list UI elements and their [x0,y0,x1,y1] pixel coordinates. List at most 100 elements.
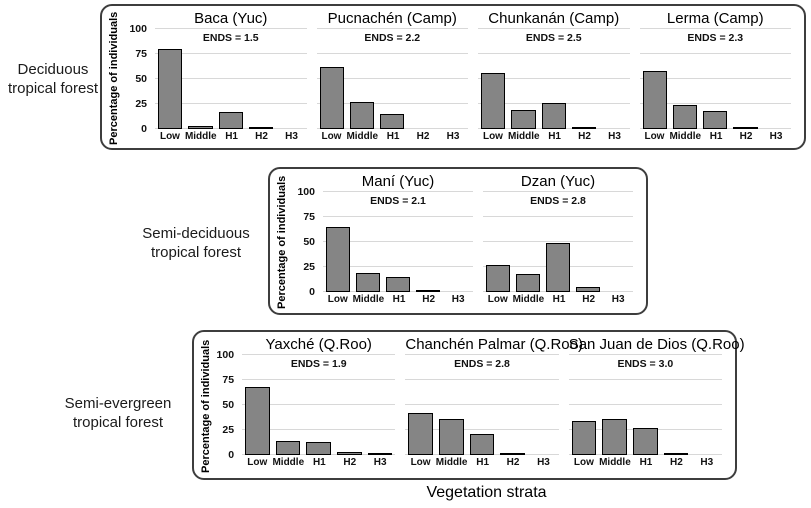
x-axis: Low Middle H1 H2 H3 [640,129,792,144]
x-tick-label: Low [247,457,268,468]
x-axis: Low Middle H1 H2 H3 [483,292,633,307]
bars [478,29,630,129]
y-axis: 0 25 50 75 100 [214,337,237,475]
bar-slot [730,29,760,129]
group-label-semi-evergreen: Semi-evergreen tropical forest [28,394,208,432]
ends-value-label: ENDS = 2.8 [454,358,510,370]
bar-h2 [576,287,600,292]
gridline [639,103,791,104]
bar-slot [334,355,365,455]
group-label-line: Deciduous [17,61,89,78]
bar-slot [569,355,600,455]
x-tick-label: H2 [416,131,430,142]
panels: Yaxché (Q.Roo) ENDS = 1.9 Low Middle H1 H2 H3 C… [237,336,745,475]
plot-area: ENDS = 2.8 [483,191,633,292]
x-tick-label: Middle [272,457,305,468]
x-tick-label: Middle [669,131,702,142]
ends-value-label: ENDS = 2.2 [364,32,421,44]
bar-low [319,67,344,129]
x-tick-label: H1 [552,294,566,305]
x-tick-label: H1 [225,131,238,142]
gridline [242,404,396,405]
gridline [478,78,630,79]
gridline [323,191,473,192]
x-tick-label: Middle [184,131,217,142]
bar-slot [573,192,603,292]
panel-title: Lerma (Camp) [666,10,764,27]
gridline [242,354,396,355]
gridline [405,354,559,355]
x-tick-label: H3 [608,131,621,142]
chart-panel: Chanchén Palmar (Q.Roo) ENDS = 2.8 Low Midd… [400,337,583,475]
x-tick-label: H1 [548,131,561,142]
bar-low [326,227,350,292]
y-axis: 0 25 50 75 100 [124,11,150,145]
y-tick-label: 25 [135,98,147,110]
chart-panel: Lerma (Camp) ENDS = 2.3 Low Middle H1 H2 H3 [635,11,797,145]
bars [640,29,792,129]
bars [155,29,307,129]
x-tick-label: Middle [435,457,468,468]
x-tick-label: Low [482,131,503,142]
bar-slot [599,355,630,455]
bar-slot [761,29,791,129]
x-tick-label: Middle [599,457,631,468]
bar-h2 [248,127,274,129]
bars [242,355,395,455]
group-label-deciduous: Deciduous tropical forest [0,60,106,98]
x-tick-label: H2 [739,131,753,142]
y-tick-area: 0 25 50 75 100 [214,349,237,461]
panel-title: Dzan (Yuc) [520,173,596,190]
bar-middle [188,126,213,129]
bar-slot [543,192,573,292]
bar-slot [640,29,670,129]
x-tick-label: H3 [611,294,625,305]
bar-middle [672,105,698,129]
gridline [639,78,791,79]
bar-slot [467,355,498,455]
panel-title: Yaxché (Q.Roo) [265,336,372,353]
x-tick-label: Low [327,294,348,305]
bar-middle [511,110,536,129]
x-tick-label: H2 [506,457,520,468]
x-tick-label: H2 [422,294,436,305]
bar-low [486,265,510,292]
bar-slot [323,192,353,292]
x-tick-label: H3 [373,457,387,468]
bar-slot [478,29,508,129]
plot-area: ENDS = 2.1 [323,191,473,292]
gridline [323,241,473,242]
row-box-semi-evergreen: Percentage of individuals 0 25 50 75 100 Yaxch… [192,330,745,480]
x-tick-label: H1 [386,131,400,142]
bar-slot [700,29,730,129]
bars [323,192,473,292]
plot-area: ENDS = 3.0 [568,354,722,455]
gridline [155,28,307,29]
x-tick-label: Low [159,131,180,142]
gridline [323,216,473,217]
bar-slot [276,29,306,129]
y-tick-label: 50 [303,236,315,248]
bar-middle [356,273,380,292]
x-tick-label: Middle [346,131,379,142]
bar-h1 [380,114,405,129]
bar-h1 [633,428,658,455]
bar-slot [539,29,569,129]
y-tick-label: 25 [222,424,235,436]
bar-slot [497,355,528,455]
gridline [568,379,722,380]
group-label-line: Semi-evergreen [64,395,172,412]
bar-h1 [386,277,410,292]
chart-panel: Baca (Yuc) ENDS = 1.5 Low Middle H1 H2 H3 [150,11,312,145]
bar-low [571,421,597,455]
gridline [405,404,559,405]
ends-value-label: ENDS = 3.0 [617,358,674,370]
gridline [316,103,468,104]
y-axis: 0 25 50 75 100 [292,174,318,310]
bar-h1 [218,112,243,129]
y-tick-label: 50 [222,399,235,411]
y-tick-label: 50 [135,73,147,85]
y-tick-label: 25 [303,261,315,273]
y-tick-area: 0 25 50 75 100 [292,186,318,298]
bar-slot [242,355,273,455]
